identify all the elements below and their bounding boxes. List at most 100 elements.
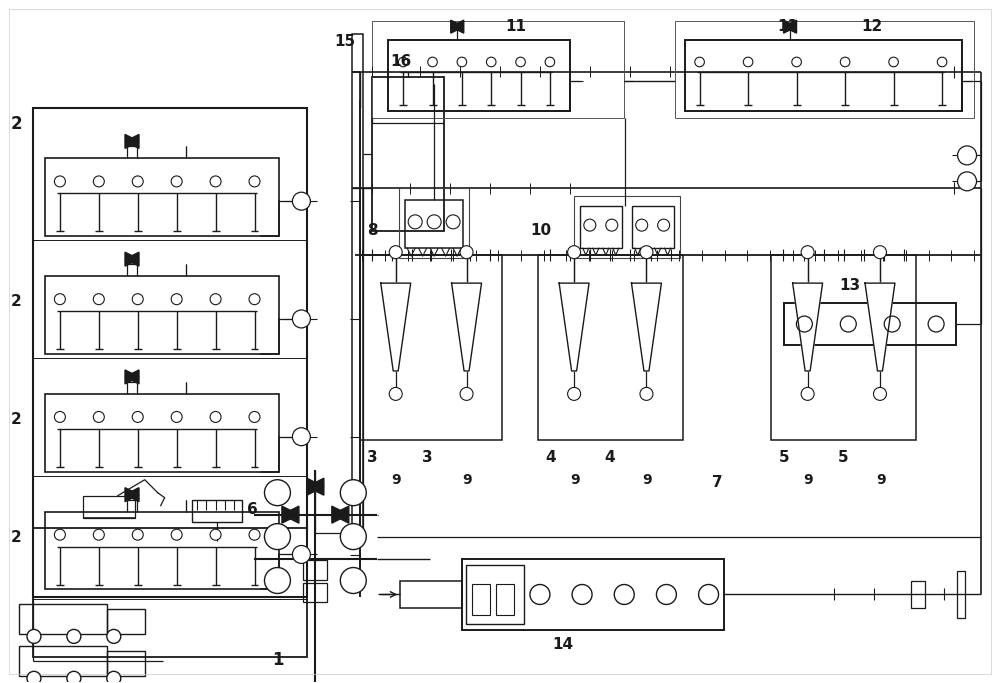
Circle shape xyxy=(171,529,182,540)
Circle shape xyxy=(545,57,555,67)
Text: 7: 7 xyxy=(712,475,722,490)
Circle shape xyxy=(584,219,596,231)
Polygon shape xyxy=(631,283,661,371)
Text: 11: 11 xyxy=(505,18,526,33)
Polygon shape xyxy=(307,478,324,495)
Text: 1: 1 xyxy=(272,652,284,669)
Bar xyxy=(472,583,490,615)
Bar xyxy=(466,565,524,624)
Text: 2: 2 xyxy=(11,294,22,309)
Circle shape xyxy=(958,172,977,191)
Text: 8: 8 xyxy=(367,223,378,238)
Text: 4: 4 xyxy=(605,449,615,464)
Circle shape xyxy=(292,310,310,328)
Polygon shape xyxy=(125,135,139,148)
Bar xyxy=(784,303,956,345)
Bar xyxy=(107,609,145,635)
Circle shape xyxy=(249,294,260,305)
Circle shape xyxy=(446,215,460,229)
Circle shape xyxy=(132,176,143,187)
Circle shape xyxy=(695,57,704,67)
Polygon shape xyxy=(125,488,139,502)
Polygon shape xyxy=(125,370,139,384)
Bar xyxy=(538,255,683,440)
Bar xyxy=(192,500,242,522)
Circle shape xyxy=(93,411,104,422)
Polygon shape xyxy=(559,283,589,371)
Circle shape xyxy=(54,411,65,422)
Text: 3: 3 xyxy=(367,449,378,464)
Circle shape xyxy=(264,479,290,505)
Bar xyxy=(405,200,463,248)
Circle shape xyxy=(408,215,422,229)
Circle shape xyxy=(658,219,670,231)
Circle shape xyxy=(340,568,366,594)
Bar xyxy=(372,20,624,118)
Circle shape xyxy=(568,246,581,259)
Circle shape xyxy=(389,246,402,259)
Bar xyxy=(957,570,965,618)
Circle shape xyxy=(93,294,104,305)
Bar xyxy=(45,158,279,236)
Circle shape xyxy=(107,671,121,683)
Circle shape xyxy=(572,585,592,604)
Circle shape xyxy=(132,294,143,305)
Bar xyxy=(33,109,307,598)
Polygon shape xyxy=(282,506,299,523)
Circle shape xyxy=(210,176,221,187)
Polygon shape xyxy=(793,283,823,371)
Circle shape xyxy=(614,585,634,604)
Bar xyxy=(632,206,674,248)
Bar xyxy=(45,512,279,589)
Polygon shape xyxy=(865,283,895,371)
Circle shape xyxy=(792,57,801,67)
Text: 9: 9 xyxy=(570,473,580,487)
Text: 4: 4 xyxy=(545,449,556,464)
Text: 16: 16 xyxy=(390,53,411,68)
Circle shape xyxy=(568,387,581,400)
Circle shape xyxy=(427,215,441,229)
Bar xyxy=(496,583,514,615)
Text: 15: 15 xyxy=(334,33,355,48)
Circle shape xyxy=(958,146,977,165)
Bar xyxy=(19,646,107,676)
Polygon shape xyxy=(282,506,299,523)
Text: 13: 13 xyxy=(839,278,860,293)
Circle shape xyxy=(428,57,437,67)
Circle shape xyxy=(457,57,467,67)
Circle shape xyxy=(928,316,944,332)
Bar xyxy=(303,559,327,579)
Text: 11: 11 xyxy=(777,18,798,33)
Circle shape xyxy=(340,524,366,550)
Circle shape xyxy=(460,387,473,400)
Text: 5: 5 xyxy=(778,449,789,464)
Polygon shape xyxy=(125,252,139,266)
Circle shape xyxy=(264,524,290,550)
Circle shape xyxy=(292,546,310,563)
Circle shape xyxy=(292,192,310,210)
Circle shape xyxy=(389,387,402,400)
Bar xyxy=(45,394,279,472)
Circle shape xyxy=(640,387,653,400)
Polygon shape xyxy=(125,488,139,502)
Circle shape xyxy=(93,529,104,540)
Circle shape xyxy=(801,246,814,259)
Circle shape xyxy=(873,246,886,259)
Text: 2: 2 xyxy=(11,115,23,133)
Circle shape xyxy=(937,57,947,67)
Text: 12: 12 xyxy=(861,18,883,33)
Circle shape xyxy=(460,246,473,259)
Circle shape xyxy=(889,57,898,67)
Circle shape xyxy=(743,57,753,67)
Text: 9: 9 xyxy=(392,473,401,487)
Bar xyxy=(45,276,279,354)
Text: 6: 6 xyxy=(247,501,258,516)
Text: 9: 9 xyxy=(876,473,886,487)
Bar xyxy=(580,206,622,248)
Bar xyxy=(388,40,570,111)
Bar xyxy=(685,40,962,111)
Polygon shape xyxy=(125,135,139,148)
Circle shape xyxy=(840,57,850,67)
Circle shape xyxy=(210,529,221,540)
Polygon shape xyxy=(125,370,139,384)
